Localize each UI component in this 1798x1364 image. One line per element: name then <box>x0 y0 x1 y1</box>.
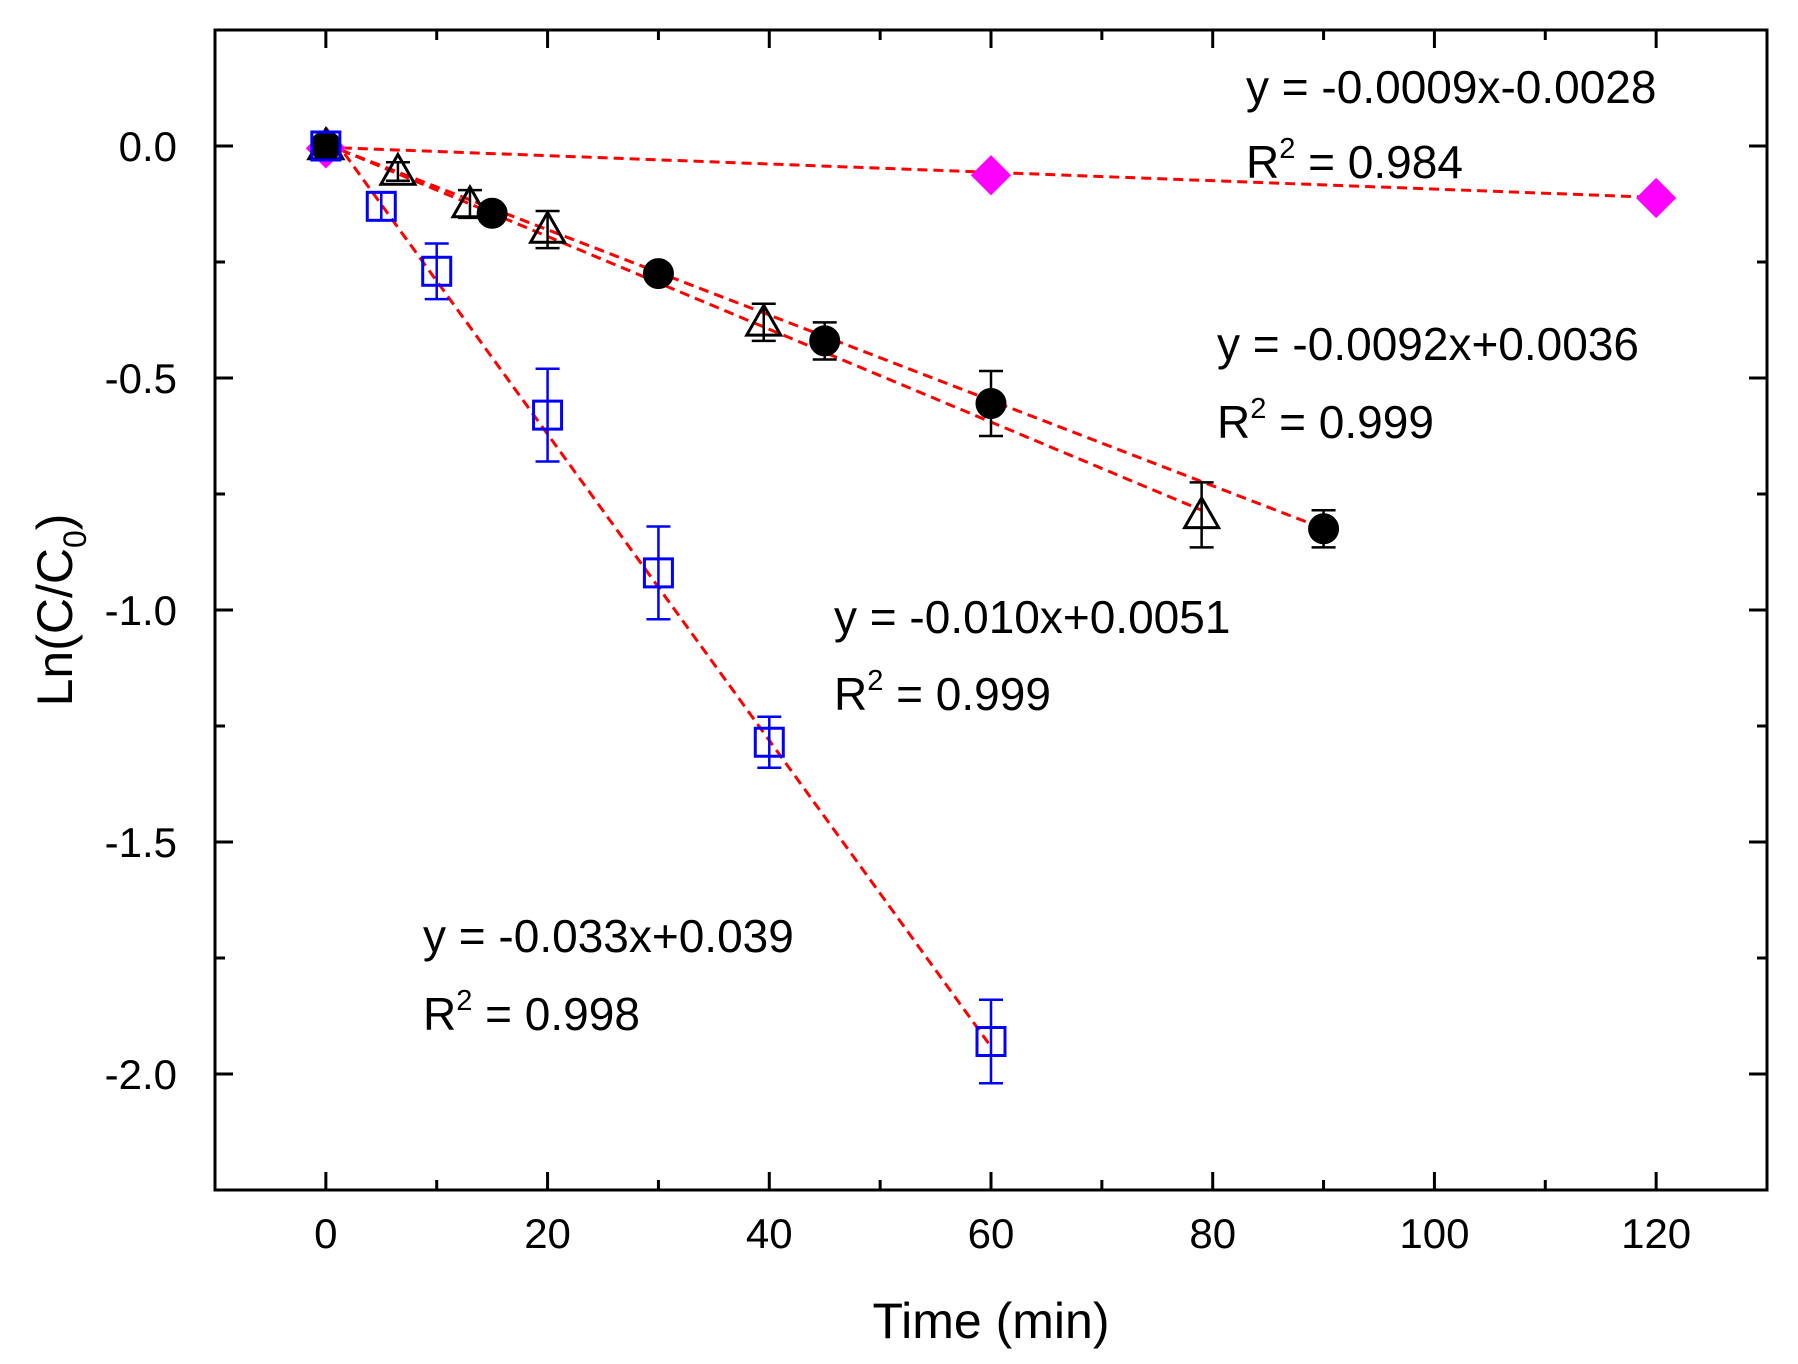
data-point-circle <box>642 258 674 290</box>
data-point-circle <box>975 388 1007 420</box>
r2-label-circle: R2 = 0.999 <box>1217 393 1434 448</box>
fit-lines <box>324 127 1657 1048</box>
equation-label-square: y = -0.033x+0.039 <box>423 910 794 962</box>
x-tick-label: 40 <box>746 1210 793 1257</box>
data-point-triangle <box>378 151 418 186</box>
r2-label-diamond: R2 = 0.984 <box>1246 133 1463 188</box>
y-tick-label: 0.0 <box>119 123 177 170</box>
error-bar-square <box>979 998 1003 1085</box>
data-point-circle <box>809 325 841 357</box>
x-tick-label: 100 <box>1399 1210 1469 1257</box>
x-tick-label: 0 <box>314 1210 337 1257</box>
data-point-triangle <box>450 183 490 219</box>
y-tick-label: -1.0 <box>105 587 177 634</box>
data-point-triangle <box>744 302 784 337</box>
data-point-triangle <box>1182 494 1222 530</box>
equation-label-triangle: y = -0.010x+0.0051 <box>834 591 1230 643</box>
r2-label-square: R2 = 0.998 <box>423 985 640 1040</box>
y-axis-title: Ln(C/C0) <box>27 514 93 707</box>
y-tick-label: -0.5 <box>105 355 177 402</box>
error-bar-square <box>369 191 394 222</box>
y-tick-label: -2.0 <box>105 1051 177 1098</box>
r2-label-triangle: R2 = 0.999 <box>834 665 1051 720</box>
data-point-square <box>365 190 397 222</box>
error-bar-triangle <box>1189 481 1214 549</box>
data-point-triangle <box>527 209 568 244</box>
x-tick-label: 60 <box>968 1210 1015 1257</box>
fit-line-triangle <box>325 142 1203 512</box>
tick-labels: 0 20 40 60 80 100 120 0.0 -0.5 -1.0 -1.5 -2.0 <box>105 123 1692 1257</box>
x-tick-label: 80 <box>1189 1210 1236 1257</box>
x-axis-title: Time (min) <box>872 1293 1109 1349</box>
data-point-square <box>532 399 564 431</box>
data-point-square <box>975 1026 1007 1058</box>
x-tick-label: 20 <box>524 1210 571 1257</box>
data-point-circle <box>476 197 508 229</box>
axis-ticks <box>213 28 1769 1192</box>
error-bar-square <box>646 525 671 621</box>
error-bar-square <box>757 715 782 770</box>
data-point-square <box>753 726 785 758</box>
data-point-diamond <box>1636 177 1677 219</box>
data-point-circle <box>1308 513 1340 545</box>
error-bar-triangle <box>385 160 410 183</box>
x-tick-label: 120 <box>1621 1210 1691 1257</box>
data-point-square <box>421 255 453 287</box>
data-markers <box>305 125 1677 1058</box>
error-bar-square <box>424 242 449 301</box>
error-bar-square <box>535 367 560 463</box>
equation-label-diamond: y = -0.0009x-0.0028 <box>1246 61 1656 113</box>
data-point-square <box>642 557 674 589</box>
y-tick-label: -1.5 <box>105 819 177 866</box>
equation-label-circle: y = -0.0092x+0.0036 <box>1217 318 1639 370</box>
data-point-square <box>310 130 342 162</box>
data-point-diamond <box>970 155 1012 196</box>
